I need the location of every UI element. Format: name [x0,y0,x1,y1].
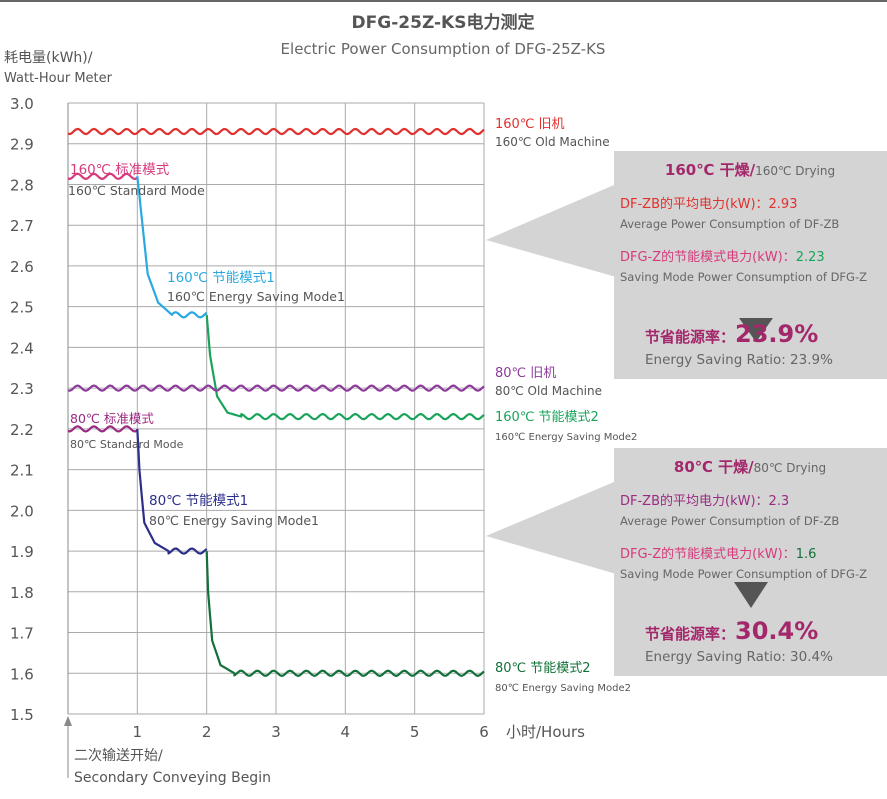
callout-ratio: 节省能源率：23.9% [645,320,818,348]
callout-saving: DFG-Z的节能模式电力(kW)：2.23 [620,249,825,265]
series-label-en: 80℃ Energy Saving Mode1 [149,513,319,528]
series-label-cn: 160℃ 旧机 [495,117,565,132]
y-tick-label: 2.3 [10,380,34,398]
x-tick-label: 5 [410,723,420,741]
start-note-en: Secondary Conveying Begin [74,770,271,786]
callout-ratio-value: 30.4% [735,617,818,645]
grid [64,102,485,778]
callout-saving-value: 2.23 [796,250,825,265]
y-tick-label: 2.4 [10,339,34,357]
callout-heading-cn: 160℃ 干燥/ [665,161,756,179]
series-line [136,428,208,555]
y-axis-label-en: Watt-Hour Meter [4,71,113,86]
series-label-cn: 80℃ 旧机 [495,366,556,381]
series-label-en: 160℃ Standard Mode [68,183,205,198]
callout-heading-en: 80℃ Drying [754,461,826,475]
callout-saving-label: DFG-Z的节能模式电力(kW)： [620,249,796,265]
start-note-arrow [64,716,72,726]
y-tick-label: 2.0 [10,502,34,520]
callout-saving-en: Saving Mode Power Consumption of DFG-Z [620,270,867,284]
callout-pointer [486,482,614,574]
series-line [67,127,485,136]
y-tick-label: 1.9 [10,543,34,561]
x-tick-label: 2 [202,723,212,741]
series-label-cn: 80℃ 标准模式 [70,411,154,426]
y-tick-label: 1.8 [10,584,34,602]
callout-ratio-value: 23.9% [735,320,818,348]
callout-ratio-label: 节省能源率： [645,625,735,643]
callout-saving-label: DFG-Z的节能模式电力(kW)： [620,546,796,562]
y-axis-label-cn: 耗电量(kWh)/ [4,50,93,66]
callout-heading-cn: 80℃ 干燥/ [674,458,754,476]
callout-heading: 80℃ 干燥/80℃ Drying [674,458,826,476]
series-line [205,551,485,678]
x-tick-label: 1 [133,723,143,741]
callout-avg: DF-ZB的平均电力(kW)：2.3 [620,493,789,509]
series-label-en: 80℃ Energy Saving Mode2 [495,683,631,694]
callout-ratio-en: Energy Saving Ratio: 23.9% [645,352,833,368]
series-label-cn: 80℃ 节能模式1 [149,493,248,509]
chart-subtitle: Electric Power Consumption of DFG-25Z-KS [281,40,606,58]
callout-avg-label: DF-ZB的平均电力(kW)： [620,493,769,509]
y-tick-label: 2.8 [10,176,34,194]
series-label-en: 160℃ Old Machine [495,135,610,149]
series-label-en: 80℃ Old Machine [495,384,602,398]
series-label-cn: 160℃ 标准模式 [70,162,170,178]
callout-pointer [486,185,614,277]
callouts: 160℃ 干燥/160℃ DryingDF-ZB的平均电力(kW)：2.93Av… [486,151,887,676]
callout-down-arrow [734,582,768,608]
y-tick-label: 3.0 [10,95,34,113]
series-label-en: 160℃ Energy Saving Mode1 [167,289,345,304]
callout-down-arrow [739,318,773,342]
x-axis-label: 小时/Hours [506,723,585,741]
x-tick-label: 4 [341,723,351,741]
callout-box [614,448,887,676]
y-tick-label: 2.1 [10,462,34,480]
callout-avg: DF-ZB的平均电力(kW)：2.93 [620,196,797,212]
series-label-cn: 160℃ 节能模式2 [495,410,599,425]
y-tick-label: 1.7 [10,625,34,643]
series-line [67,172,138,180]
callout-ratio-label: 节省能源率： [645,328,735,346]
y-tick-label: 2.2 [10,421,34,439]
series-line [205,314,485,421]
y-tick-label: 1.6 [10,665,34,683]
callout-ratio: 节省能源率：30.4% [645,617,818,645]
callout-avg-value: 2.3 [769,494,790,509]
callout-avg-en: Average Power Consumption of DF-ZB [620,514,839,528]
callout-saving-value: 1.6 [796,547,817,562]
callout-ratio-en: Energy Saving Ratio: 30.4% [645,649,833,665]
callout-heading-en: 160℃ Drying [755,164,835,178]
x-tick-label: 3 [271,723,281,741]
series-label-en: 160℃ Energy Saving Mode2 [495,432,637,443]
callout-saving: DFG-Z的节能模式电力(kW)：1.6 [620,546,816,562]
chart-title: DFG-25Z-KS电力测定 [352,12,535,33]
series-line [67,384,485,392]
tick-labels: 3.0 2.9 2.8 2.7 2.6 2.5 2.4 2.3 2.2 2.1 2.0 1.9 1.8 1… [10,95,489,741]
callout-avg-label: DF-ZB的平均电力(kW)： [620,196,769,212]
series-label-cn: 160℃ 节能模式1 [167,270,275,286]
callout-saving-en: Saving Mode Power Consumption of DFG-Z [620,567,867,581]
y-tick-label: 2.9 [10,136,34,154]
series-label-en: 80℃ Standard Mode [70,438,184,451]
callout-box [614,151,887,379]
series-line [136,176,208,319]
y-tick-label: 1.5 [10,706,34,724]
callout-avg-en: Average Power Consumption of DF-ZB [620,217,839,231]
series-line [67,425,138,433]
x-tick-label: 6 [479,723,489,741]
callout-heading: 160℃ 干燥/160℃ Drying [665,161,835,179]
y-tick-label: 2.7 [10,217,34,235]
y-tick-label: 2.6 [10,258,34,276]
callout-avg-value: 2.93 [769,197,798,212]
series-lines [67,127,485,678]
series-label-cn: 80℃ 节能模式2 [495,661,591,676]
y-tick-label: 2.5 [10,299,34,317]
top-border [0,0,887,2]
start-note-cn: 二次输送开始/ [74,748,163,764]
series-labels: 160℃ 旧机 160℃ Old Machine 160℃ 标准模式 160℃ Sta… [68,117,637,694]
